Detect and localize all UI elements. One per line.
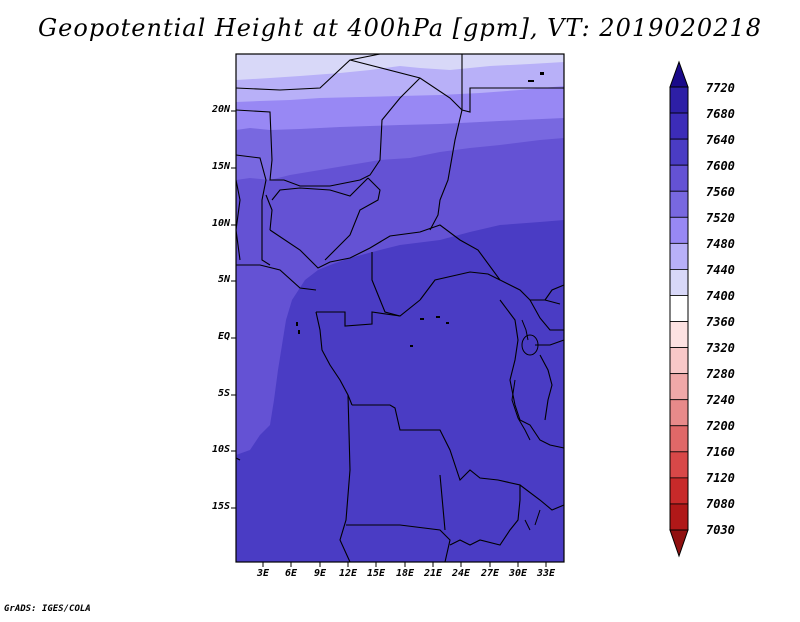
map-islands [296,72,544,347]
colorbar-cell [669,216,689,244]
colorbar-label: 7240 [706,393,735,407]
colorbar-label: 7200 [706,419,735,433]
colorbar-cell [669,138,689,166]
lat-label-10n: 10N [211,218,230,229]
colorbar-lower-arrow [669,529,689,558]
colorbar [669,60,689,558]
colorbar-cell [669,164,689,192]
lon-ticks [262,562,547,567]
colorbar-cell [669,503,689,531]
colorbar-label: 7080 [706,497,735,511]
grads-credit: GrADS: IGES/COLA [4,604,91,614]
map-title: Geopotential Height at 400hPa [gpm], VT:… [38,14,762,42]
colorbar-cell [669,86,689,114]
lon-label-24e: 24E [451,568,471,579]
colorbar-cell [669,399,689,427]
colorbar-upper-arrow [669,60,689,88]
colorbar-cell [669,269,689,296]
lon-label-9e: 9E [313,568,327,579]
colorbar-label: 7320 [706,341,735,355]
lat-label-5s: 5S [217,388,230,399]
lat-ticks [231,110,236,509]
colorbar-label: 7560 [706,185,735,199]
map-frame [235,53,565,563]
colorbar-label: 7120 [706,471,735,485]
lat-label-20n: 20N [211,104,230,115]
lon-label-12e: 12E [338,568,358,579]
lon-label-6e: 6E [284,568,298,579]
colorbar-cell [669,321,689,348]
colorbar-cell [669,451,689,479]
colorbar-cell [669,347,689,375]
colorbar-label: 7280 [706,367,735,381]
colorbar-label: 7640 [706,133,735,147]
lon-label-21e: 21E [423,568,443,579]
colorbar-cell [669,112,689,140]
colorbar-label: 7600 [706,159,735,173]
colorbar-cell [669,190,689,218]
country-borders [235,53,565,563]
colorbar-label: 7440 [706,263,735,277]
colorbar-cell [669,425,689,453]
colorbar-label: 7400 [706,289,735,303]
colorbar-label: 7520 [706,211,735,225]
colorbar-label: 7030 [706,523,735,537]
lon-label-30e: 30E [508,568,528,579]
colorbar-label: 7160 [706,445,735,459]
colorbar-cell [669,373,689,401]
lon-label-27e: 27E [480,568,500,579]
lat-label-15s: 15S [211,501,230,512]
colorbar-frame [669,86,689,531]
height-band-7440 [236,54,564,80]
lon-label-3e: 3E [256,568,270,579]
lat-label-15n: 15N [211,161,230,172]
lon-label-15e: 15E [366,568,386,579]
colorbar-label: 7680 [706,107,735,121]
colorbar-label: 7480 [706,237,735,251]
colorbar-label: 7720 [706,81,735,95]
colorbar-label: 7360 [706,315,735,329]
colorbar-cell [669,477,689,505]
lon-label-18e: 18E [395,568,415,579]
colorbar-cell [669,242,689,270]
colorbar-cell [669,295,689,322]
lat-label-eq: EQ [217,331,230,342]
lat-label-5n: 5N [217,274,230,285]
lat-label-10s: 10S [211,444,230,455]
lon-label-33e: 33E [536,568,556,579]
lakes [511,319,541,531]
